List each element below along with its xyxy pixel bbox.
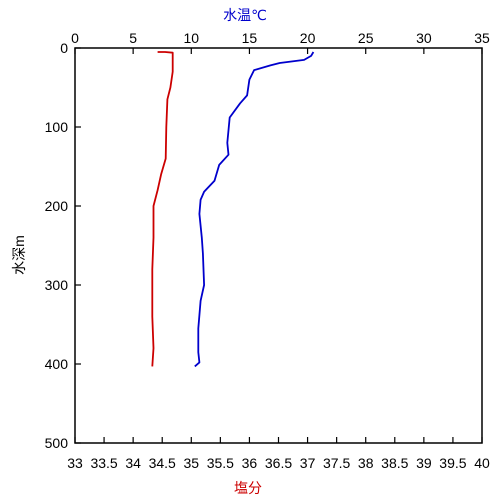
y-tick-label: 500 (45, 435, 69, 451)
top-x-tick-label: 15 (242, 30, 258, 46)
bottom-x-tick-label: 37.5 (323, 455, 350, 471)
axis-ticks: 0 100 200 300 400 500 0 5 10 15 20 25 30 35 33 33.5 34 34… (45, 30, 490, 471)
salinity-series-line (151, 51, 174, 367)
y-axis-title: 水深m (11, 235, 27, 275)
bottom-axis-title: 塩分 (234, 480, 262, 496)
y-tick-label: 300 (45, 277, 69, 293)
bottom-x-tick-label: 38 (358, 455, 374, 471)
bottom-x-tick-label: 37 (300, 455, 316, 471)
bottom-x-tick-label: 34 (125, 455, 141, 471)
series-lines (151, 51, 315, 368)
top-x-tick-label: 10 (183, 30, 199, 46)
bottom-x-tick-label: 33 (67, 455, 83, 471)
top-x-tick-label: 25 (358, 30, 374, 46)
bottom-x-tick-label: 38.5 (381, 455, 408, 471)
bottom-x-tick-label: 36.5 (265, 455, 292, 471)
bottom-x-tick-label: 33.5 (90, 455, 117, 471)
bottom-x-tick-label: 39 (416, 455, 432, 471)
top-x-tick-label: 5 (129, 30, 137, 46)
bottom-x-tick-label: 35 (183, 455, 199, 471)
top-x-tick-label: 30 (416, 30, 432, 46)
top-axis-title: 水温℃ (223, 7, 267, 23)
top-x-tick-label: 20 (300, 30, 316, 46)
bottom-x-tick-label: 35.5 (207, 455, 234, 471)
bottom-x-tick-label: 40 (474, 455, 490, 471)
top-x-tick-label: 0 (71, 30, 79, 46)
y-tick-label: 400 (45, 356, 69, 372)
temperature-series-line (194, 51, 315, 368)
y-tick-label: 100 (45, 119, 69, 135)
bottom-x-tick-label: 34.5 (149, 455, 176, 471)
bottom-x-tick-label: 36 (242, 455, 258, 471)
y-tick-label: 0 (60, 40, 68, 56)
bottom-x-tick-label: 39.5 (439, 455, 466, 471)
y-tick-label: 200 (45, 198, 69, 214)
top-x-tick-label: 35 (474, 30, 490, 46)
plot-frame (74, 47, 483, 444)
